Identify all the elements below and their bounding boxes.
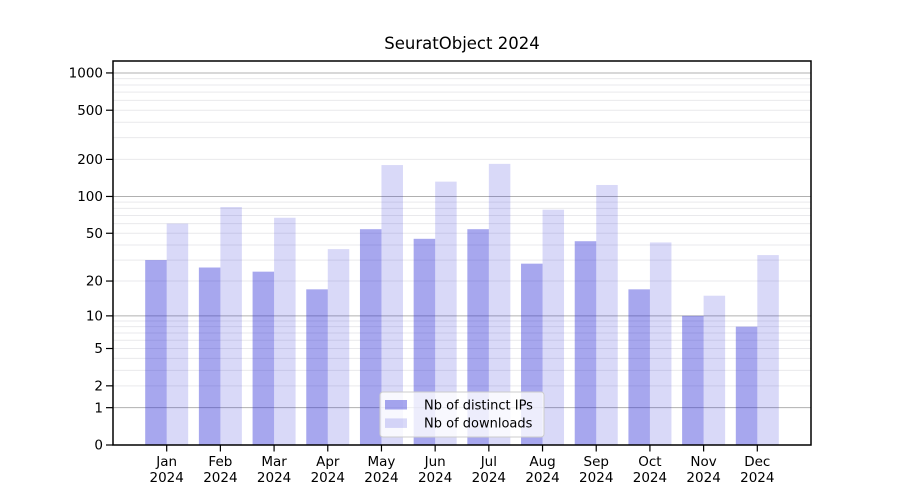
bar-distinct-ips-feb [198, 267, 221, 445]
y-tick-label: 50 [86, 226, 103, 242]
x-tick-label-month: Aug [529, 454, 555, 470]
legend-swatch-distinct-ips [385, 400, 407, 410]
bar-distinct-ips-nov [682, 315, 704, 445]
bar-downloads-may [381, 165, 403, 445]
legend-label-downloads: Nb of downloads [424, 417, 533, 432]
x-tick-label-month: Mar [261, 454, 287, 470]
bar-distinct-ips-mar [252, 271, 275, 445]
x-tick-label-year: 2024 [311, 470, 345, 486]
x-tick-label-month: Nov [690, 454, 716, 470]
y-tick-label: 0 [94, 438, 103, 454]
x-tick-label-year: 2024 [418, 470, 452, 486]
x-tick-label-year: 2024 [257, 470, 291, 486]
bar-downloads-nov [703, 295, 726, 445]
x-tick-label-month: Sep [584, 454, 609, 470]
bar-distinct-ips-oct [628, 289, 650, 445]
plot-border [112, 60, 812, 446]
y-tick-label: 500 [77, 103, 103, 119]
legend-swatch-downloads [385, 418, 407, 428]
bar-downloads-jan [166, 223, 189, 445]
x-tick-label-year: 2024 [633, 470, 667, 486]
legend-label-distinct-ips: Nb of distinct IPs [424, 398, 533, 413]
x-tick-label-month: Jul [480, 454, 497, 470]
x-tick-label-month: Feb [208, 454, 232, 470]
x-tick-label-month: Apr [316, 454, 340, 470]
legend-box [379, 391, 545, 438]
y-tick-label: 10 [86, 309, 103, 325]
x-tick-label-year: 2024 [472, 470, 506, 486]
bar-downloads-apr [327, 249, 350, 445]
x-tick-label-month: Oct [638, 454, 661, 470]
y-tick-label: 2 [94, 379, 103, 395]
bar-downloads-oct [649, 242, 672, 445]
bar-distinct-ips-apr [306, 289, 328, 445]
x-tick-label-year: 2024 [525, 470, 559, 486]
x-tick-label-year: 2024 [740, 470, 774, 486]
bar-downloads-mar [274, 217, 296, 445]
x-tick-label-year: 2024 [150, 470, 184, 486]
bar-downloads-aug [542, 209, 565, 445]
y-tick-label: 5 [94, 341, 103, 357]
y-tick-label: 100 [77, 189, 103, 205]
x-tick-label-month: Dec [744, 454, 770, 470]
y-tick-label: 200 [77, 152, 103, 168]
x-tick-label-month: Jun [424, 454, 446, 470]
bar-downloads-jun [435, 181, 457, 445]
bar-downloads-sep [596, 184, 618, 445]
x-tick-label-year: 2024 [203, 470, 237, 486]
x-tick-label-month: May [368, 454, 396, 470]
x-tick-label-year: 2024 [364, 470, 398, 486]
x-tick-label-year: 2024 [686, 470, 720, 486]
y-tick-label: 1 [94, 400, 103, 416]
chart-title: SeuratObject 2024 [384, 34, 540, 53]
y-tick-label: 1000 [69, 66, 103, 82]
bar-downloads-jul [488, 163, 511, 445]
bar-distinct-ips-jul [467, 229, 489, 445]
bar-distinct-ips-may [359, 229, 382, 445]
bar-distinct-ips-sep [574, 241, 597, 445]
bar-downloads-dec [757, 255, 779, 445]
y-tick-label: 20 [86, 274, 103, 290]
x-tick-label-year: 2024 [579, 470, 613, 486]
bar-distinct-ips-jan [145, 260, 167, 445]
bar-downloads-feb [220, 207, 242, 445]
x-tick-label-month: Jan [155, 454, 177, 470]
bar-distinct-ips-dec [735, 326, 758, 445]
